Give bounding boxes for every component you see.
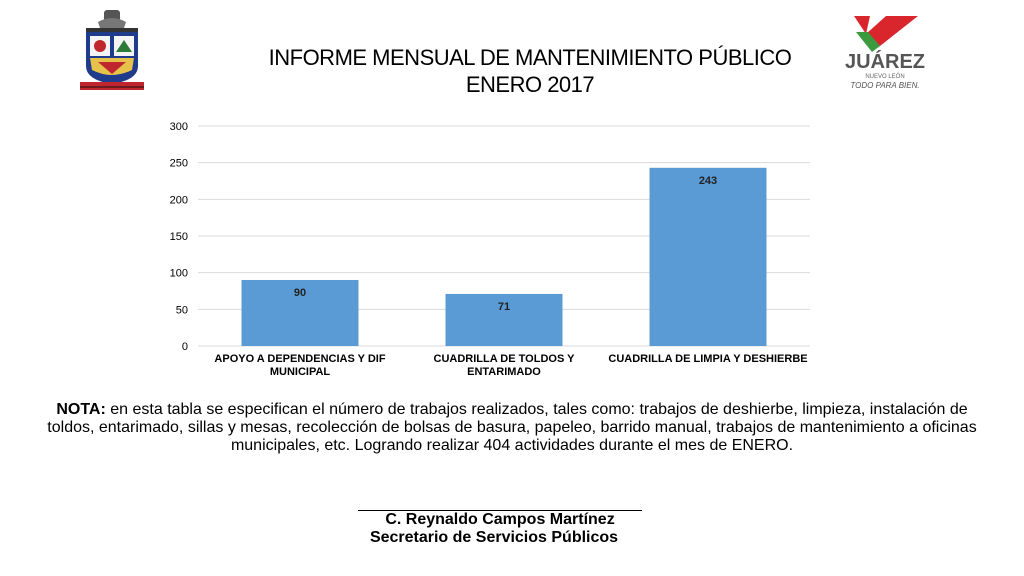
x-category-label: ENTARIMADO: [467, 366, 541, 378]
data-label: 243: [699, 175, 717, 187]
bar-chart-svg: 0 50 100 150 200 250 300 90 APOYO A DEPENDENCIAS…: [170, 121, 810, 378]
signature-name: C. Reynaldo Campos Martínez: [385, 511, 615, 528]
x-category-label: CUADRILLA DE TOLDOS Y: [434, 353, 576, 365]
x-category-label: MUNICIPAL: [270, 366, 331, 378]
state-coat-of-arms-icon: [76, 8, 148, 94]
signature-role: Secretario de Servicios Públicos: [369, 529, 619, 546]
bar: [241, 280, 359, 346]
note-paragraph: NOTA: en esta tabla se especifican el nú…: [40, 401, 984, 455]
page-title: INFORME MENSUAL DE MANTENIMIENTO PÚBLICO…: [230, 44, 830, 98]
bar: [445, 293, 563, 346]
y-tick-label: 200: [170, 194, 188, 206]
juarez-logo-state: NUEVO LEÓN: [865, 73, 904, 80]
y-tick-label: 150: [170, 231, 188, 243]
x-category-label: APOYO A DEPENDENCIAS Y DIF: [214, 353, 385, 365]
signature-line: [358, 510, 642, 511]
bar-chart: 0 50 100 150 200 250 300 90 APOYO A DEPENDENCIAS…: [160, 112, 820, 382]
juarez-logo-slogan: TODO PARA BIEN.: [850, 81, 919, 90]
y-tick-label: 100: [170, 268, 188, 280]
note-text: en esta tabla se especifican el número d…: [47, 401, 977, 454]
data-label: 71: [498, 301, 510, 313]
data-label: 90: [294, 287, 306, 299]
y-tick-label: 300: [170, 121, 188, 133]
bar: [649, 167, 767, 346]
note-label: NOTA:: [56, 401, 106, 418]
y-tick-label: 50: [176, 304, 188, 316]
juarez-logo-name: JUÁREZ: [845, 50, 925, 73]
y-tick-label: 0: [182, 341, 188, 353]
title-line-1: INFORME MENSUAL DE MANTENIMIENTO PÚBLICO: [268, 45, 792, 70]
x-category-label: CUADRILLA DE LIMPIA Y DESHIERBE: [608, 353, 807, 365]
title-line-2: ENERO 2017: [465, 72, 595, 97]
juarez-logo-icon: JUÁREZ NUEVO LEÓN TODO PARA BIEN.: [826, 12, 944, 92]
y-tick-label: 250: [170, 158, 188, 170]
